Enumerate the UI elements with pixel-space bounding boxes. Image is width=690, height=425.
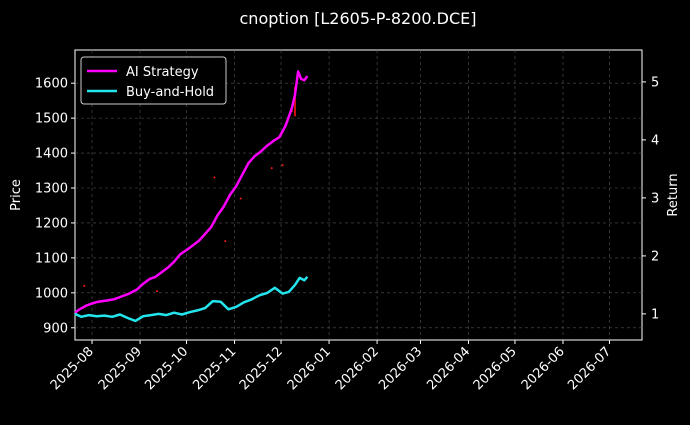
left-axis-ticks: 900 1000 1100 1200 1300 1400 1500 1600: [35, 77, 75, 336]
price-point: [224, 240, 227, 243]
y2-tick-label: 2: [651, 249, 659, 264]
y-tick-label: 1600: [35, 77, 68, 92]
y-tick-label: 900: [43, 321, 68, 336]
right-axis-ticks: 1 2 3 4 5: [642, 75, 659, 322]
chart-title: cnoption [L2605-P-8200.DCE]: [240, 9, 477, 28]
series-line-ai-strategy: [74, 70, 309, 314]
legend-box: [80, 56, 227, 105]
legend-label-buy-and-hold: Buy-and-Hold: [126, 85, 214, 100]
y2-tick-label: 3: [651, 191, 659, 206]
legend: AI Strategy Buy-and-Hold: [80, 56, 227, 105]
y-tick-label: 1300: [35, 182, 68, 197]
legend-label-ai-strategy: AI Strategy: [126, 65, 199, 80]
price-point: [281, 164, 284, 167]
price-point: [213, 176, 216, 179]
y-axis-label: Price: [9, 179, 24, 211]
y-tick-label: 1500: [35, 112, 68, 127]
y2-tick-label: 1: [651, 307, 659, 322]
y-tick-label: 1100: [35, 251, 68, 266]
price-point: [270, 167, 273, 170]
y-tick-label: 1000: [35, 286, 68, 301]
price-point: [156, 290, 159, 293]
price-point: [83, 284, 86, 287]
y-tick-label: 1400: [35, 147, 68, 162]
y-tick-label: 1200: [35, 216, 68, 231]
y2-tick-label: 4: [651, 133, 659, 148]
series-line-buy-and-hold: [74, 275, 309, 323]
price-point: [239, 197, 242, 200]
y2-axis-label: Return: [666, 173, 681, 216]
series-lines: [74, 70, 309, 323]
y2-tick-label: 5: [651, 75, 659, 90]
